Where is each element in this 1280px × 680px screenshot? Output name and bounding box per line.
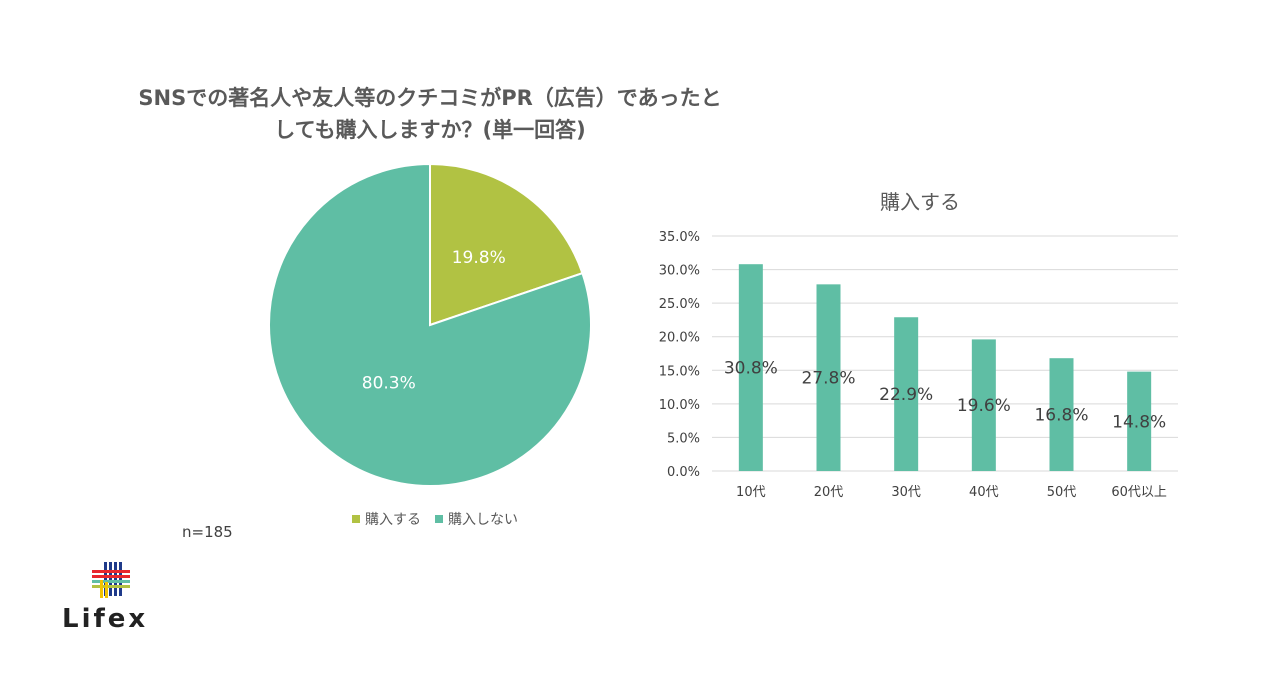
bar-value-label-3: 19.6% [957,396,1011,416]
y-tick-label-3: 15.0% [659,364,700,379]
y-tick-label-6: 30.0% [659,264,700,279]
x-tick-label-2: 30代 [891,485,921,500]
pie-title-line-2: しても購入しますか？(単一回答) [274,118,586,142]
bar-value-label-1: 27.8% [801,369,855,389]
bar-value-label-2: 22.9% [879,385,933,405]
pie-title: SNSでの著名人や友人等のクチコミがPR（広告）であったと しても購入しますか？… [120,82,740,146]
y-tick-label-0: 0.0% [667,465,700,480]
lifex-logo: Lifex [62,560,162,640]
pie-legend: 購入する 購入しない [352,509,518,529]
y-tick-label-7: 35.0% [659,230,700,245]
bar-5 [1127,371,1152,471]
legend-item-not-buy: 購入しない [435,509,518,529]
legend-label-buy: 購入する [365,512,421,528]
x-tick-label-1: 20代 [814,485,844,500]
logo-mark-icon [92,562,130,598]
x-tick-label-4: 50代 [1047,485,1077,500]
logo-text: Lifex [62,604,149,634]
y-tick-label-1: 5.0% [667,431,700,446]
legend-item-buy: 購入する [352,509,421,529]
x-tick-label-5: 60代以上 [1111,485,1167,500]
y-tick-label-5: 25.0% [659,297,700,312]
bar-2 [894,317,919,471]
pie-slice-0 [429,162,584,327]
legend-swatch-not-buy [435,515,443,523]
sample-size-note: n=185 [182,523,233,541]
bar-value-label-5: 14.8% [1112,412,1166,432]
pie-title-line-1: SNSでの著名人や友人等のクチコミがPR（広告）であったと [138,86,722,110]
bar-value-label-0: 30.8% [724,359,778,379]
bar-chart-title: 購入する [880,190,960,214]
pie-label-0: 19.8% [452,248,506,268]
legend-swatch-buy [352,515,360,523]
y-tick-label-4: 20.0% [659,331,700,346]
bar-value-label-4: 16.8% [1034,406,1088,426]
y-tick-label-2: 10.0% [659,398,700,413]
x-tick-label-3: 40代 [969,485,999,500]
bar-3 [971,339,996,471]
bar-1 [816,284,841,471]
pie-label-1: 80.3% [362,374,416,394]
x-tick-label-0: 10代 [736,485,766,500]
bar-4 [1049,358,1074,471]
legend-label-not-buy: 購入しない [448,512,518,528]
bar-0 [738,264,763,471]
pie-slice-1 [268,162,592,487]
